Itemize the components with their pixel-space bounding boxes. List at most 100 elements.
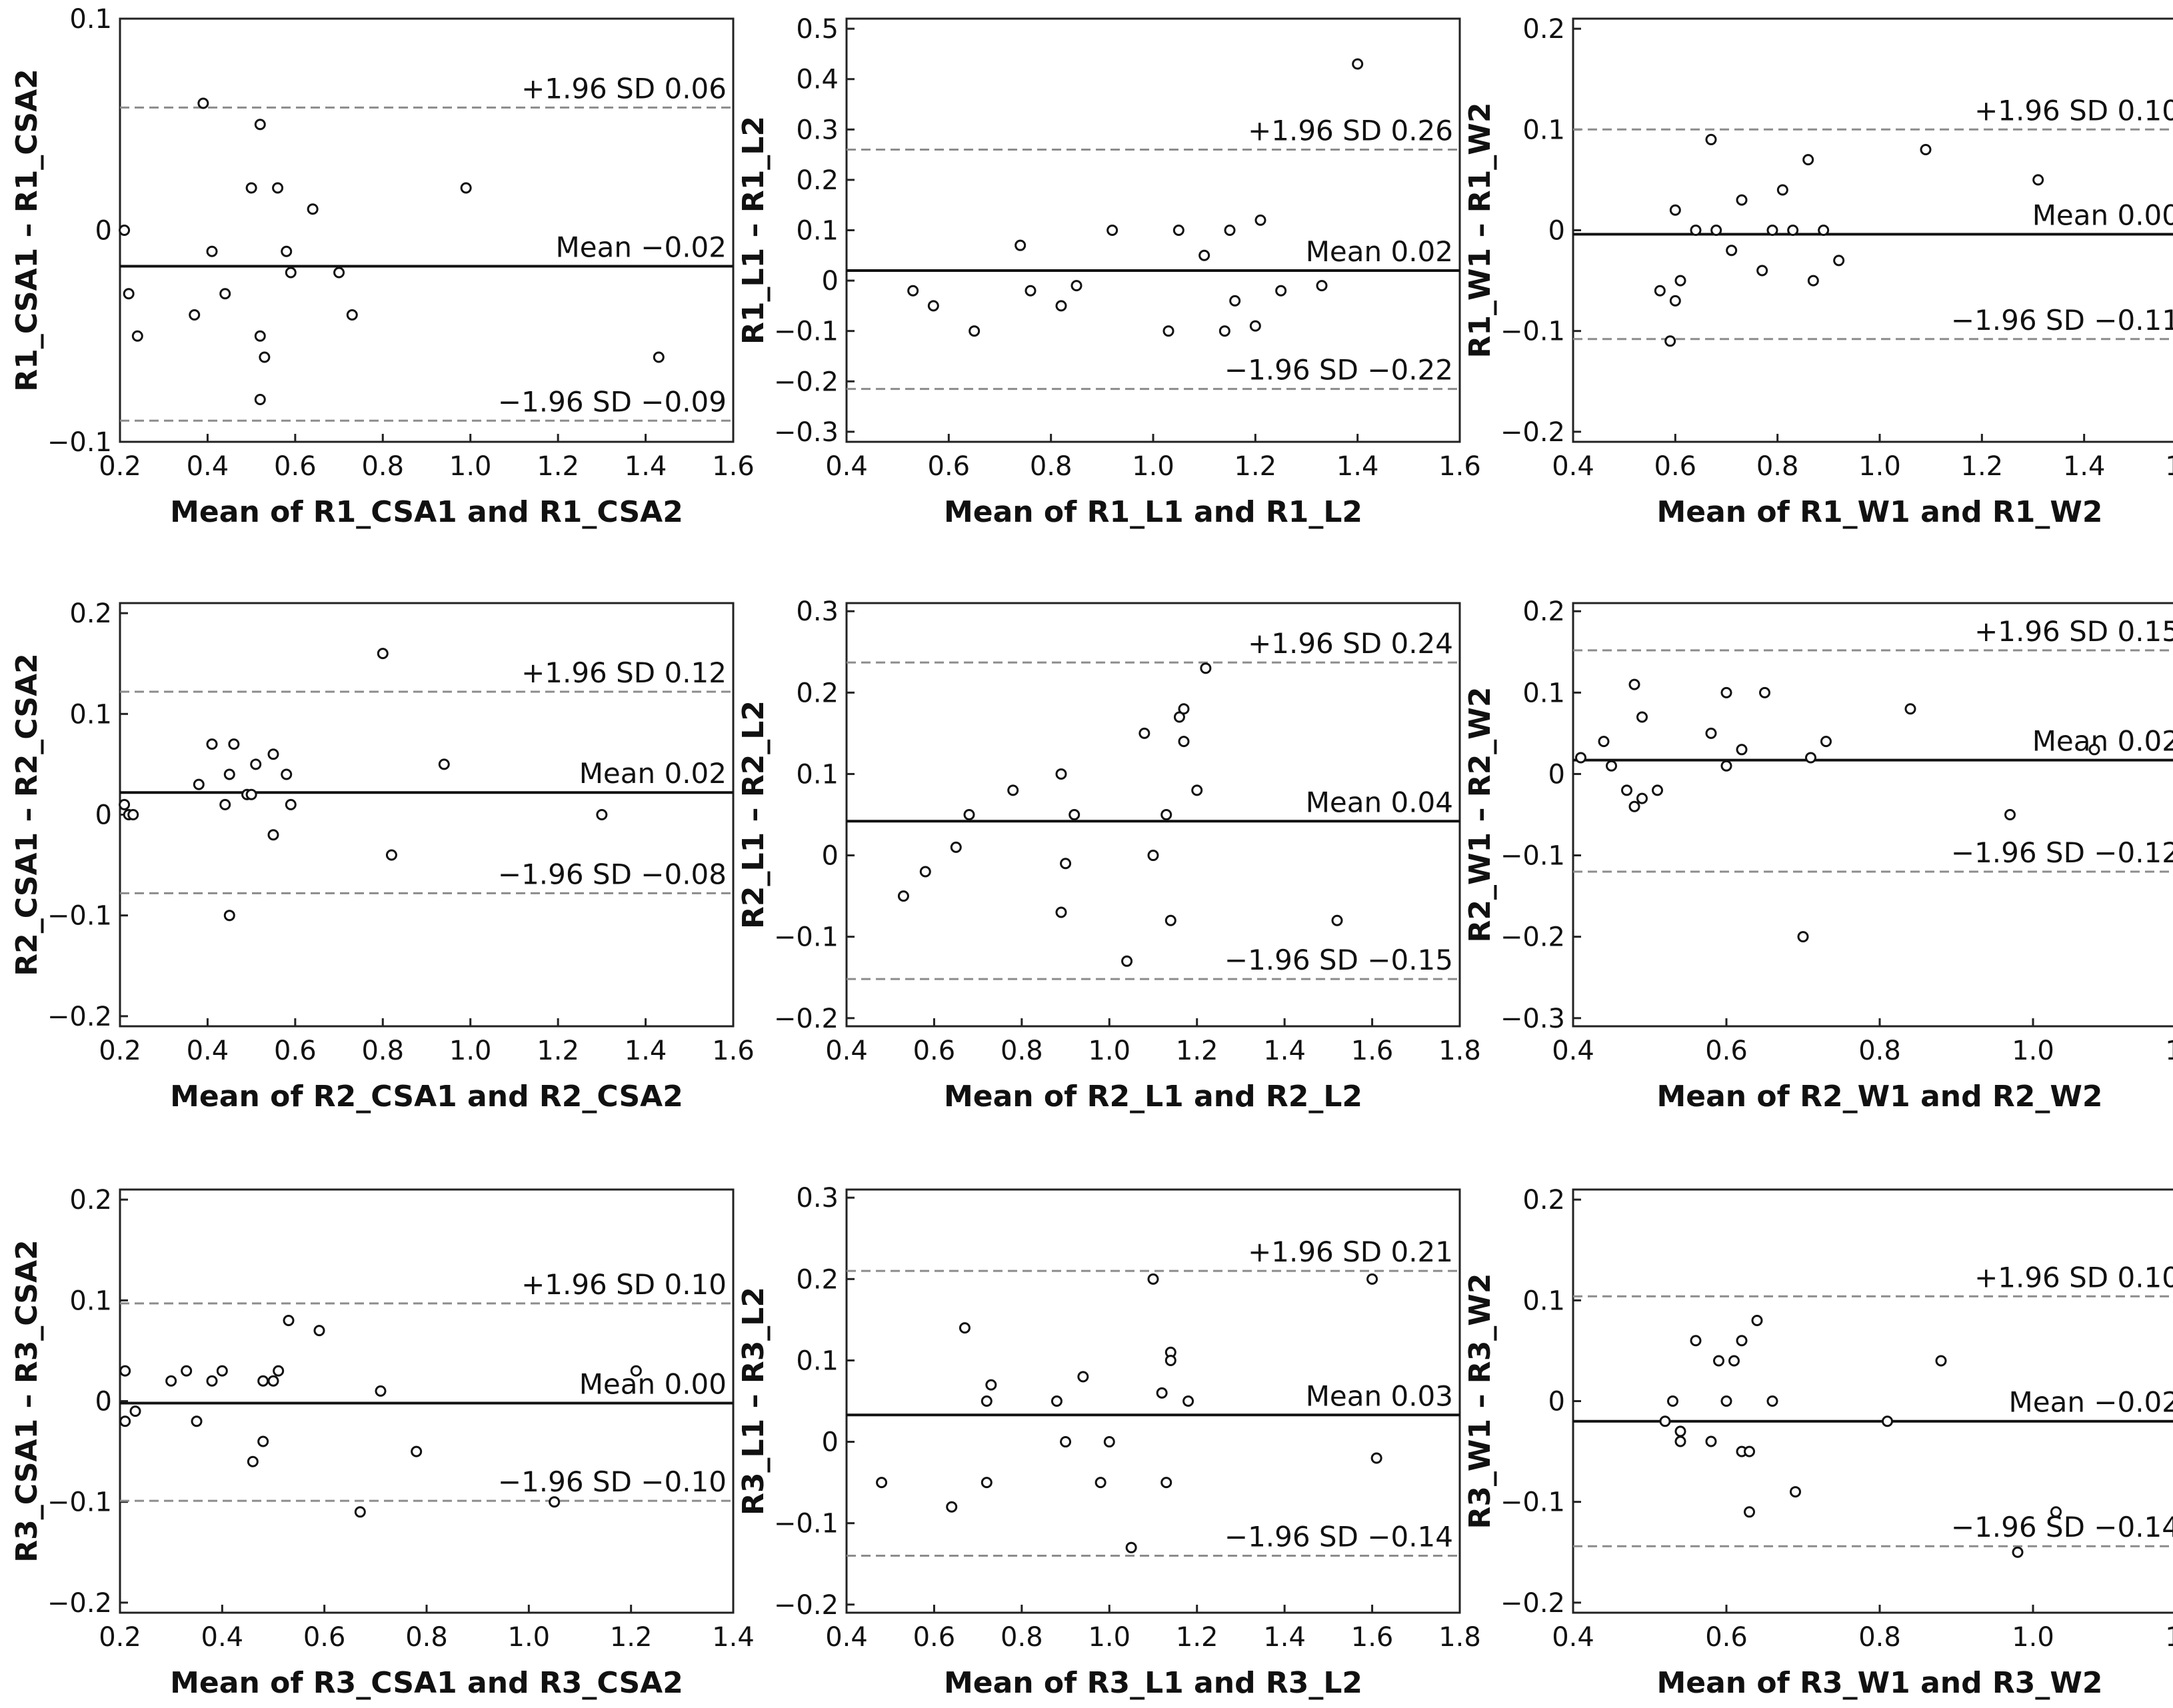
- y-axis-label: R1_CSA1 – R1_CSA2: [10, 69, 44, 392]
- data-point: [1720, 1395, 1732, 1407]
- data-point: [119, 225, 131, 236]
- x-tick-label: 1.8: [1438, 1622, 1481, 1653]
- y-axis-label: R1_W1 – R1_W2: [1463, 103, 1497, 359]
- x-tick-label: 0.8: [1030, 451, 1073, 482]
- y-tick-label: 0: [822, 841, 839, 872]
- x-tick-label: 0.8: [405, 1622, 448, 1653]
- data-point: [1636, 792, 1648, 804]
- data-point: [1705, 727, 1717, 739]
- data-point: [1164, 914, 1176, 926]
- data-point: [1015, 239, 1027, 251]
- y-axis-label: R2_CSA1 – R2_CSA2: [10, 653, 44, 976]
- y-tick-label: −0.3: [774, 417, 839, 448]
- data-point: [460, 182, 472, 194]
- data-point: [119, 798, 131, 810]
- data-point: [206, 1375, 218, 1387]
- data-point: [1106, 225, 1118, 236]
- x-tick-label: 1.4: [625, 1036, 667, 1066]
- data-point: [333, 267, 345, 279]
- x-tick-label: 0.6: [913, 1036, 956, 1066]
- y-tick-label: 0.2: [796, 165, 839, 196]
- data-point: [285, 267, 297, 279]
- x-tick-label: 0.4: [1552, 451, 1594, 482]
- lower-loa-label: −1.96 SD −0.14: [1951, 1511, 2173, 1543]
- data-point: [375, 1385, 387, 1397]
- data-point: [1674, 1425, 1686, 1437]
- data-point: [1833, 255, 1845, 267]
- data-point: [313, 1325, 325, 1337]
- data-point: [346, 309, 358, 321]
- data-point: [1705, 1435, 1717, 1447]
- data-point: [1690, 1335, 1702, 1347]
- data-point: [927, 300, 939, 312]
- data-point: [189, 309, 201, 321]
- x-tick-label: 1.6: [2165, 451, 2173, 482]
- upper-loa-label: +1.96 SD 0.24: [1248, 627, 1453, 660]
- data-point: [1147, 1273, 1159, 1285]
- x-tick-label: 1.4: [1263, 1036, 1306, 1066]
- data-point: [1766, 225, 1778, 236]
- x-tick-label: 1.4: [625, 451, 667, 482]
- data-point: [876, 1477, 888, 1489]
- x-tick-label: 1.0: [449, 1036, 492, 1066]
- data-point: [1787, 225, 1799, 236]
- data-point: [119, 1365, 131, 1377]
- y-tick-label: 0.2: [796, 678, 839, 708]
- y-tick-label: 0: [95, 800, 112, 831]
- data-point: [1160, 1477, 1172, 1489]
- x-tick-label: 1.0: [508, 1622, 551, 1653]
- data-point: [1674, 1435, 1686, 1447]
- y-tick-label: 0.3: [796, 115, 839, 145]
- data-point: [1121, 955, 1133, 967]
- data-point: [1736, 744, 1748, 756]
- data-point: [1147, 850, 1159, 862]
- data-point: [1669, 295, 1681, 307]
- x-tick-label: 1.6: [1351, 1622, 1394, 1653]
- data-point: [981, 1477, 993, 1489]
- y-tick-label: 0.1: [69, 1285, 112, 1316]
- x-tick-label: 0.6: [928, 451, 971, 482]
- x-tick-label: 1.2: [1176, 1036, 1218, 1066]
- data-point: [254, 330, 266, 342]
- lower-loa-label: −1.96 SD −0.11: [1951, 304, 2173, 337]
- data-point: [247, 1455, 259, 1467]
- data-point: [1736, 1335, 1748, 1347]
- data-point: [1766, 1395, 1778, 1407]
- data-point: [438, 758, 450, 770]
- x-tick-label: 1.2: [1176, 1622, 1218, 1653]
- y-tick-label: 0.2: [796, 1264, 839, 1295]
- data-point: [1802, 154, 1814, 166]
- data-point: [281, 768, 293, 780]
- y-tick-label: −0.2: [1500, 417, 1565, 448]
- data-point: [1736, 194, 1748, 206]
- data-point: [1172, 225, 1184, 236]
- data-point: [2050, 1506, 2062, 1518]
- y-tick-label: −0.1: [774, 317, 839, 347]
- x-tick-label: 1.2: [1961, 451, 2004, 482]
- data-point: [1667, 1395, 1678, 1407]
- data-point: [1659, 1415, 1671, 1427]
- x-tick-label: 1.6: [712, 1036, 755, 1066]
- data-point: [1674, 275, 1686, 287]
- x-tick-label: 1.2: [1234, 451, 1277, 482]
- x-tick-label: 1.4: [2063, 451, 2106, 482]
- data-point: [1621, 784, 1632, 796]
- x-tick-label: 1.0: [1088, 1036, 1130, 1066]
- lower-loa-label: −1.96 SD −0.22: [1224, 354, 1453, 387]
- x-tick-label: 1.2: [2165, 1622, 2173, 1653]
- data-point: [1664, 335, 1676, 347]
- data-point: [254, 119, 266, 131]
- lower-loa-label: −1.96 SD −0.09: [498, 385, 727, 418]
- data-point: [1790, 1486, 1801, 1498]
- data-point: [131, 330, 143, 342]
- data-point: [1164, 1354, 1176, 1366]
- x-axis-label: Mean of R1_CSA1 and R1_CSA2: [170, 495, 683, 529]
- data-point: [1606, 760, 1617, 772]
- data-point: [919, 866, 931, 878]
- data-point: [981, 1395, 993, 1407]
- data-point: [1805, 752, 1816, 764]
- data-point: [1575, 752, 1586, 764]
- y-tick-label: −0.1: [47, 901, 112, 932]
- x-axis-label: Mean of R2_CSA1 and R2_CSA2: [170, 1080, 683, 1114]
- mean-label: Mean 0.02: [1306, 235, 1453, 268]
